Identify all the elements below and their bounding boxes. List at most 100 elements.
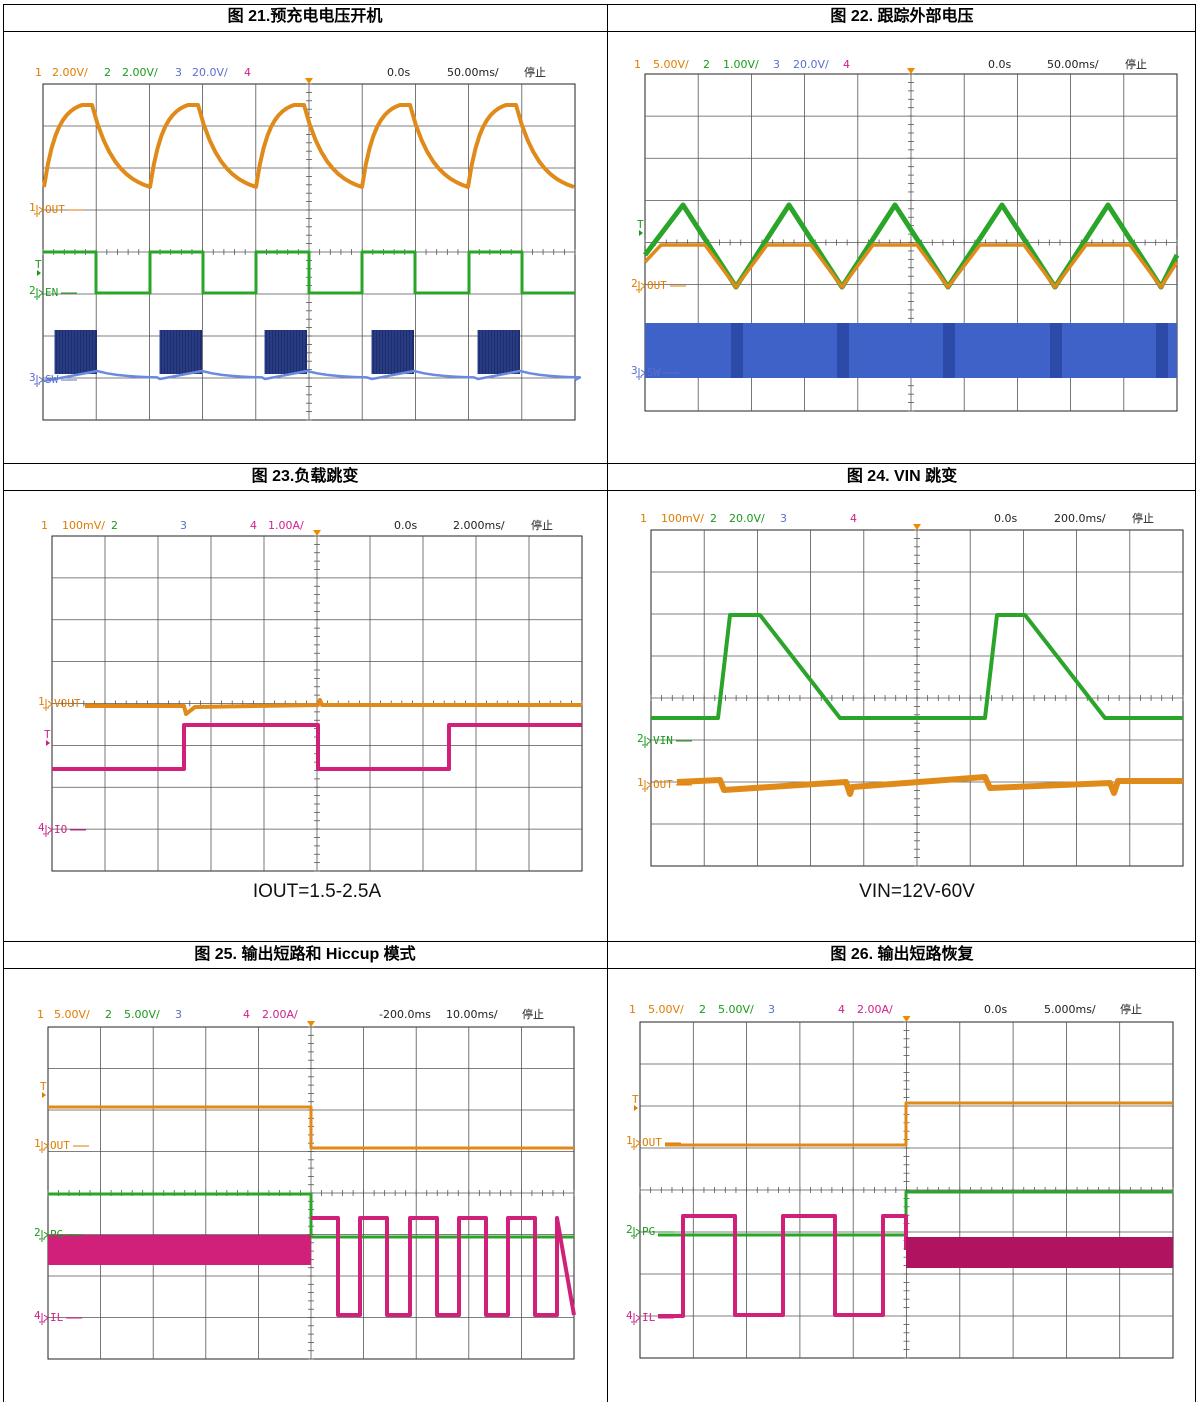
trigger-position xyxy=(305,78,313,84)
channel-label: IL xyxy=(50,1311,64,1324)
waveform-band xyxy=(1156,323,1168,378)
waveform-band xyxy=(1050,323,1062,378)
scope-setting: 100mV/ xyxy=(661,512,704,525)
channel-label: EN xyxy=(45,286,58,299)
scope-setting: 3 xyxy=(780,512,787,525)
scope-setting: 3 xyxy=(175,1008,182,1021)
scope-setting: 200.0ms/ xyxy=(1054,512,1106,525)
scope-setting: 1 xyxy=(41,519,48,532)
scope-setting: 停止 xyxy=(524,65,546,79)
scope-setting: 4 xyxy=(250,519,257,532)
trigger-label: T xyxy=(40,1080,47,1093)
scope-setting: 1 xyxy=(37,1008,44,1021)
channel-number: 1 xyxy=(34,1137,41,1150)
scope-setting: 0.0s xyxy=(394,519,417,532)
scope-setting: 20.0V/ xyxy=(192,66,228,79)
waveform-band xyxy=(943,323,955,378)
waveform-band xyxy=(906,1237,1173,1268)
channel-number: 3 xyxy=(29,371,36,384)
scope-setting: 5.00V/ xyxy=(648,1003,684,1016)
figure-caption: IOUT=1.5-2.5A xyxy=(253,881,382,902)
channel-label: OUT xyxy=(45,203,65,216)
channel-number: 1 xyxy=(38,695,45,708)
scope-setting: 2.00A/ xyxy=(262,1008,298,1021)
channel-label: IO xyxy=(54,823,67,836)
scope-setting: 1.00A/ xyxy=(268,519,304,532)
waveform-band xyxy=(731,323,743,378)
scope-setting: 0.0s xyxy=(387,66,410,79)
scope-setting: 1 xyxy=(35,66,42,79)
scope-setting: 0.0s xyxy=(984,1003,1007,1016)
figure-caption: VIN=12V-60V xyxy=(859,881,975,902)
channel-number: 1 xyxy=(29,201,36,214)
scope-setting: 0.0s xyxy=(994,512,1017,525)
channel-number: 4 xyxy=(626,1309,633,1322)
scope-setting: 5.00V/ xyxy=(124,1008,160,1021)
scope-setting: 2 xyxy=(104,66,111,79)
scope-setting: 停止 xyxy=(1132,511,1154,525)
scope-setting: 20.0V/ xyxy=(729,512,765,525)
scope-setting: 停止 xyxy=(1125,57,1147,71)
channel-number: 2 xyxy=(637,732,644,745)
channel-label: SW xyxy=(647,366,661,379)
scope-setting: 停止 xyxy=(522,1007,544,1021)
scope-setting: 1 xyxy=(640,512,647,525)
scope-setting: 5.00V/ xyxy=(653,58,689,71)
scope-setting: 4 xyxy=(243,1008,250,1021)
channel-label: OUT xyxy=(50,1139,70,1152)
channel-number: 2 xyxy=(626,1223,633,1236)
channel-label: SW xyxy=(45,373,59,386)
figure-title: 图 23.负载跳变 xyxy=(252,466,359,485)
scope-setting: 100mV/ xyxy=(62,519,105,532)
scope-setting: 1 xyxy=(634,58,641,71)
figure-title: 图 25. 输出短路和 Hiccup 模式 xyxy=(194,944,415,963)
scope-setting: 2.00A/ xyxy=(857,1003,893,1016)
scope-setting: 2 xyxy=(105,1008,112,1021)
scope-setting: 5.00V/ xyxy=(54,1008,90,1021)
scope-setting: 3 xyxy=(175,66,182,79)
scope-setting: -200.0ms xyxy=(379,1008,431,1021)
channel-number: 2 xyxy=(29,284,36,297)
trigger-label: T xyxy=(632,1093,639,1106)
channel-number: 1 xyxy=(626,1134,633,1147)
channel-number: 2 xyxy=(34,1226,41,1239)
scope-setting: 2 xyxy=(710,512,717,525)
waveform-band xyxy=(645,323,1177,378)
scope-setting: 20.0V/ xyxy=(793,58,829,71)
waveform-band xyxy=(48,1235,311,1265)
figure-title: 图 22. 跟踪外部电压 xyxy=(830,6,973,25)
trigger-position xyxy=(907,68,915,74)
trigger-position xyxy=(307,1021,315,1027)
channel-number: 1 xyxy=(637,776,644,789)
scope-setting: 10.00ms/ xyxy=(446,1008,498,1021)
scope-setting: 2 xyxy=(111,519,118,532)
scope-setting: 1.00V/ xyxy=(723,58,759,71)
channel-label: PG xyxy=(50,1228,63,1241)
waveform-band xyxy=(837,323,849,378)
scope-setting: 停止 xyxy=(531,518,553,532)
document: 图 21.预充电电压开机12.00V/22.00V/320.0V/40.0s50… xyxy=(0,0,1197,1402)
channel-number: 3 xyxy=(631,364,638,377)
trigger-position xyxy=(913,524,921,530)
scope-setting: 4 xyxy=(843,58,850,71)
scope-setting: 2.000ms/ xyxy=(453,519,505,532)
scope-setting: 2.00V/ xyxy=(52,66,88,79)
scope-setting: 4 xyxy=(850,512,857,525)
scope-setting: 停止 xyxy=(1120,1002,1142,1016)
trigger-position xyxy=(903,1016,911,1022)
scope-setting: 4 xyxy=(244,66,251,79)
scope-setting: 50.00ms/ xyxy=(447,66,499,79)
channel-label: VOUT xyxy=(54,697,81,710)
channel-label: OUT xyxy=(642,1136,662,1149)
scope-setting: 3 xyxy=(180,519,187,532)
scope-setting: 3 xyxy=(768,1003,775,1016)
trigger-label: T xyxy=(35,258,42,271)
figure-title: 图 26. 输出短路恢复 xyxy=(830,944,974,963)
channel-label: PG xyxy=(642,1225,655,1238)
channel-number: 4 xyxy=(34,1309,41,1322)
scope-setting: 4 xyxy=(838,1003,845,1016)
channel-label: OUT xyxy=(653,778,673,791)
trigger-label: T xyxy=(637,218,644,231)
scope-setting: 2.00V/ xyxy=(122,66,158,79)
scope-setting: 2 xyxy=(699,1003,706,1016)
